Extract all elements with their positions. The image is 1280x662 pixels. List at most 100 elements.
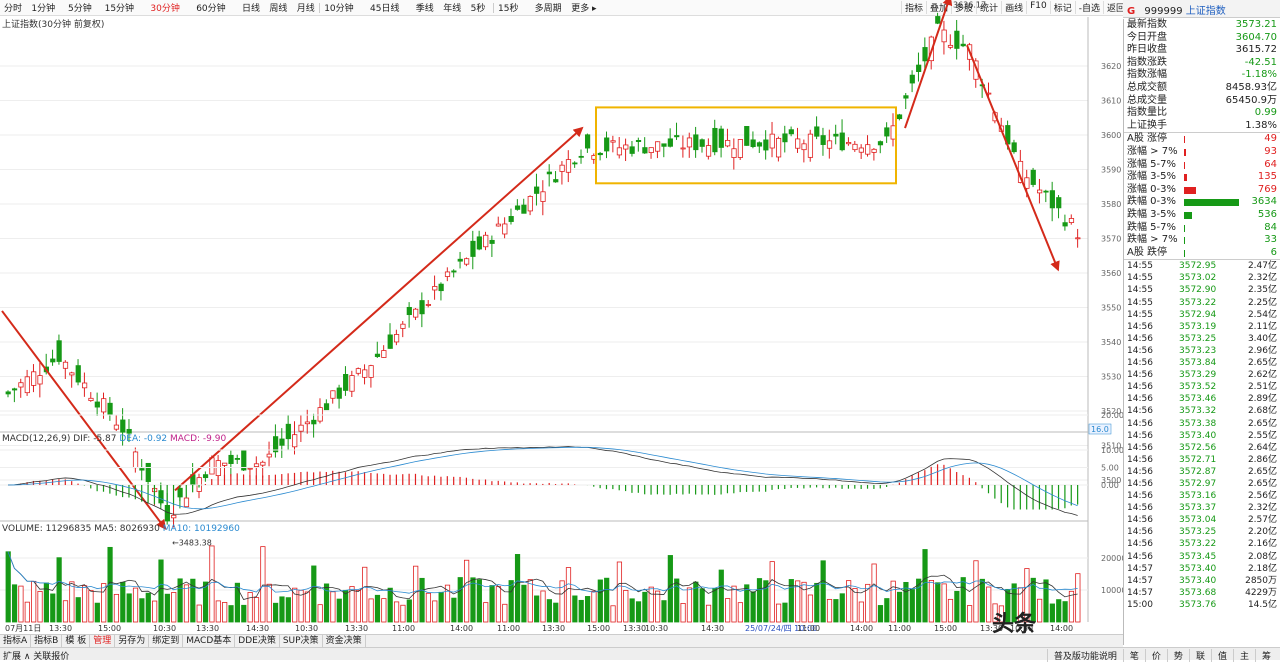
candle <box>534 173 540 206</box>
help-link[interactable]: 普及版功能说明 <box>1046 649 1123 662</box>
period-tab[interactable]: 30分钟 <box>150 4 180 14</box>
period-tab[interactable]: 多周期 <box>534 4 562 14</box>
tick-time: 14:56 <box>1127 527 1153 538</box>
toolbar-button[interactable]: F10 <box>1026 1 1050 14</box>
candle <box>584 133 591 153</box>
candle <box>228 450 234 477</box>
breadth-row: 涨幅 0-3% 769 <box>1124 184 1280 197</box>
volume-bar <box>852 588 858 623</box>
status-tab[interactable]: 联 <box>1188 649 1211 662</box>
breadth-row: 涨幅 3-5% 135 <box>1124 171 1280 184</box>
volume-bar <box>998 605 1005 623</box>
status-bar: 扩展 ∧ 关联报价 普及版功能说明 笔价势联值主筹 <box>0 647 1280 662</box>
candle <box>273 424 279 458</box>
volume-bar <box>362 566 368 623</box>
toolbar-button[interactable]: 多股 <box>951 1 976 14</box>
volume-bar <box>1049 603 1055 623</box>
candle <box>234 454 241 464</box>
quote-row: 总成交量 65450.9万 <box>1124 95 1280 108</box>
code-bar[interactable]: G 999999 上证指数 <box>1123 0 1280 18</box>
indicator-tab[interactable]: 另存为 <box>115 635 150 647</box>
candle <box>470 230 476 270</box>
status-tab[interactable]: 笔 <box>1122 649 1145 662</box>
tick-list[interactable]: 14:55 3572.95 2.47亿 14:55 3573.02 2.32亿 14:55 3… <box>1124 259 1280 611</box>
volume-bar <box>846 580 852 623</box>
status-tab[interactable]: 主 <box>1232 649 1255 662</box>
candle <box>400 321 406 338</box>
period-tab[interactable]: 10分钟 <box>324 4 354 14</box>
toolbar-button[interactable]: 返回 <box>1102 1 1128 14</box>
toolbar-button[interactable]: 画线 <box>1001 1 1026 14</box>
period-tab[interactable]: 1分钟 <box>31 4 56 14</box>
chart-canvas[interactable]: 3620 3610 3600 3590 3580 3570 3560 3550 3540 3530… <box>0 0 1123 634</box>
toolbar-button[interactable]: 统计 <box>976 1 1001 14</box>
indicator-tab[interactable]: 资金决策 <box>323 635 366 647</box>
candle <box>858 144 864 159</box>
status-tab[interactable]: 势 <box>1166 649 1189 662</box>
breadth-label: A股 跌停 <box>1127 246 1168 258</box>
toolbar-divider <box>319 3 321 13</box>
volume-bar <box>508 580 514 623</box>
trend-arrow <box>966 44 1060 272</box>
volume-bar <box>330 591 336 623</box>
volume-bar <box>419 577 425 623</box>
volume-bar <box>406 599 412 623</box>
toolbar-button[interactable]: -自选 <box>1074 1 1103 14</box>
candle <box>260 460 266 478</box>
indicator-tab[interactable]: DDE决策 <box>235 635 280 647</box>
period-tab[interactable]: 分时 <box>4 4 23 14</box>
breadth-value: 93 <box>1264 145 1277 157</box>
toolbar-button[interactable]: 指标 <box>901 1 926 14</box>
tick-price: 3572.56 <box>1179 442 1217 453</box>
indicator-tab[interactable]: 绑定到 <box>149 635 184 647</box>
volume-bar <box>1068 590 1075 623</box>
volume-bar <box>285 597 291 623</box>
candle <box>1011 139 1017 154</box>
quote-row: 上证换手 1.38% <box>1124 120 1280 133</box>
indicator-tab[interactable]: 指标B <box>31 635 63 647</box>
status-tab[interactable]: 价 <box>1144 649 1167 662</box>
period-tab[interactable]: 日线 <box>242 4 261 14</box>
price-axis-label: 3590 <box>1101 166 1121 175</box>
candle <box>833 124 839 145</box>
period-tab[interactable]: 季线 <box>415 4 434 14</box>
tick-row: 14:55 3573.22 2.25亿 <box>1124 297 1280 309</box>
quote-row: 昨日收盘 3615.72 <box>1124 44 1280 57</box>
status-tab[interactable]: 筹 <box>1254 649 1277 662</box>
breadth-bar <box>1184 237 1185 245</box>
period-tab[interactable]: 5秒 <box>470 4 486 14</box>
candle <box>292 421 298 455</box>
macd-value: MACD: -9.90 <box>170 434 227 444</box>
volume-bar <box>623 589 629 623</box>
status-left[interactable]: 扩展 ∧ 关联报价 <box>3 652 70 662</box>
period-tab[interactable]: 更多 ▸ <box>571 4 597 14</box>
volume-bar <box>705 604 712 623</box>
period-tab[interactable]: 月线 <box>296 4 315 14</box>
volume-bar <box>393 601 400 623</box>
volume-bar <box>578 599 584 623</box>
tick-time: 14:56 <box>1127 358 1153 369</box>
candle <box>731 138 737 170</box>
period-tab[interactable]: 年线 <box>443 4 462 14</box>
volume-bar <box>273 602 279 623</box>
period-tab[interactable]: 15分钟 <box>104 4 135 14</box>
toolbar-button[interactable]: 叠加 <box>926 1 951 14</box>
indicator-tab[interactable]: MACD基本 <box>183 635 236 647</box>
quote-label: 指数量比 <box>1127 107 1167 119</box>
candle <box>852 140 858 152</box>
price-axis-label: 3600 <box>1101 131 1121 140</box>
toolbar-button[interactable]: 标记 <box>1049 1 1075 14</box>
candle <box>438 282 444 301</box>
candle <box>495 216 502 227</box>
time-axis-label: 14:00 <box>850 624 873 633</box>
indicator-tab[interactable]: 指标A <box>0 635 32 647</box>
indicator-tab[interactable]: 模 板 <box>62 635 91 647</box>
period-tab[interactable]: 45日线 <box>370 4 400 14</box>
status-tab[interactable]: 值 <box>1210 649 1233 662</box>
period-tab[interactable]: 周线 <box>269 4 288 14</box>
period-tab[interactable]: 5分钟 <box>68 4 92 14</box>
period-tab[interactable]: 60分钟 <box>196 4 226 14</box>
indicator-tab[interactable]: SUP决策 <box>280 635 323 647</box>
indicator-tab[interactable]: 管理 <box>90 635 116 647</box>
period-tab[interactable]: 15秒 <box>498 4 519 14</box>
